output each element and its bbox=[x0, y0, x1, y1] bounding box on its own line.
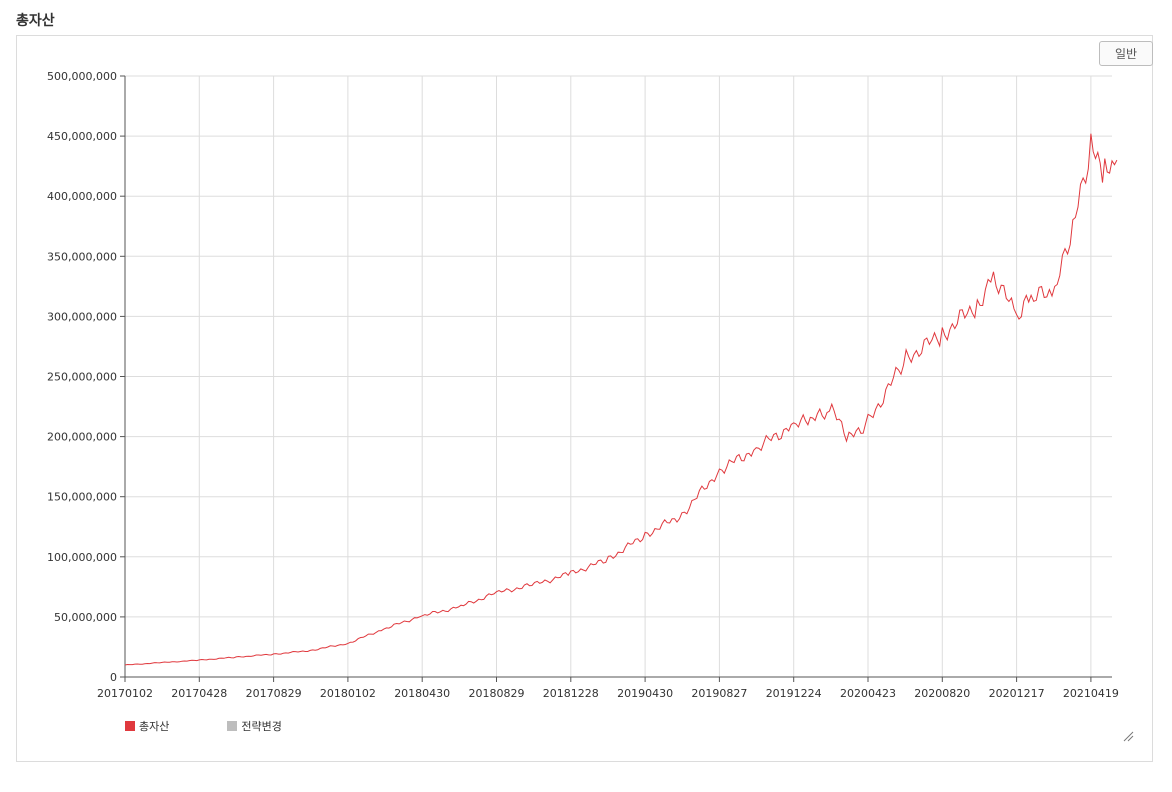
line-chart: 0 50,000,000 100,000,000 150,000,000 200,000… bbox=[47, 70, 1119, 700]
x-tick-label: 20170102 bbox=[97, 687, 153, 700]
x-tick-label: 20170829 bbox=[246, 687, 302, 700]
x-tick-label: 20200820 bbox=[914, 687, 970, 700]
legend-label-total-assets: 총자산 bbox=[139, 720, 170, 733]
mode-button[interactable]: 일반 bbox=[1099, 41, 1153, 66]
x-tick-label: 20180430 bbox=[394, 687, 450, 700]
legend-label-strategy-change: 전략변경 bbox=[241, 720, 282, 733]
x-tick-label: 20200423 bbox=[840, 687, 896, 700]
x-tick-label: 20210419 bbox=[1063, 687, 1119, 700]
y-tick-label: 0 bbox=[110, 671, 117, 684]
x-tick-label: 20190827 bbox=[691, 687, 747, 700]
x-tick-label: 20181228 bbox=[543, 687, 599, 700]
chart-legend: 총자산 전략변경 bbox=[125, 718, 340, 734]
chart-panel: 일반 0 50,000,000 100,000,000 150,000,000 200,… bbox=[16, 35, 1153, 762]
y-tick-label: 350,000,000 bbox=[47, 250, 117, 263]
y-tick-label: 50,000,000 bbox=[54, 611, 117, 624]
y-tick-label: 500,000,000 bbox=[47, 70, 117, 83]
y-tick-label: 250,000,000 bbox=[47, 371, 117, 384]
x-tick-label: 20170428 bbox=[171, 687, 227, 700]
resize-handle-icon[interactable] bbox=[1122, 730, 1134, 742]
x-tick-label: 20180829 bbox=[469, 687, 525, 700]
series-line-total-assets bbox=[124, 133, 1118, 666]
x-tick-label: 20180102 bbox=[320, 687, 376, 700]
x-tick-label: 20191224 bbox=[766, 687, 822, 700]
legend-item-strategy-change[interactable]: 전략변경 bbox=[227, 718, 282, 734]
y-tick-label: 400,000,000 bbox=[47, 190, 117, 203]
page-title: 총자산 bbox=[16, 13, 55, 29]
legend-item-total-assets[interactable]: 총자산 bbox=[125, 718, 169, 734]
y-tick-label: 200,000,000 bbox=[47, 431, 117, 444]
y-tick-label: 150,000,000 bbox=[47, 491, 117, 504]
legend-swatch-strategy-change bbox=[227, 721, 238, 731]
y-tick-label: 300,000,000 bbox=[47, 310, 117, 323]
y-tick-label: 450,000,000 bbox=[47, 130, 117, 143]
x-tick-label: 20190430 bbox=[617, 687, 673, 700]
x-tick-label: 20201217 bbox=[989, 687, 1045, 700]
legend-swatch-total-assets bbox=[125, 721, 135, 731]
y-tick-label: 100,000,000 bbox=[47, 551, 117, 564]
